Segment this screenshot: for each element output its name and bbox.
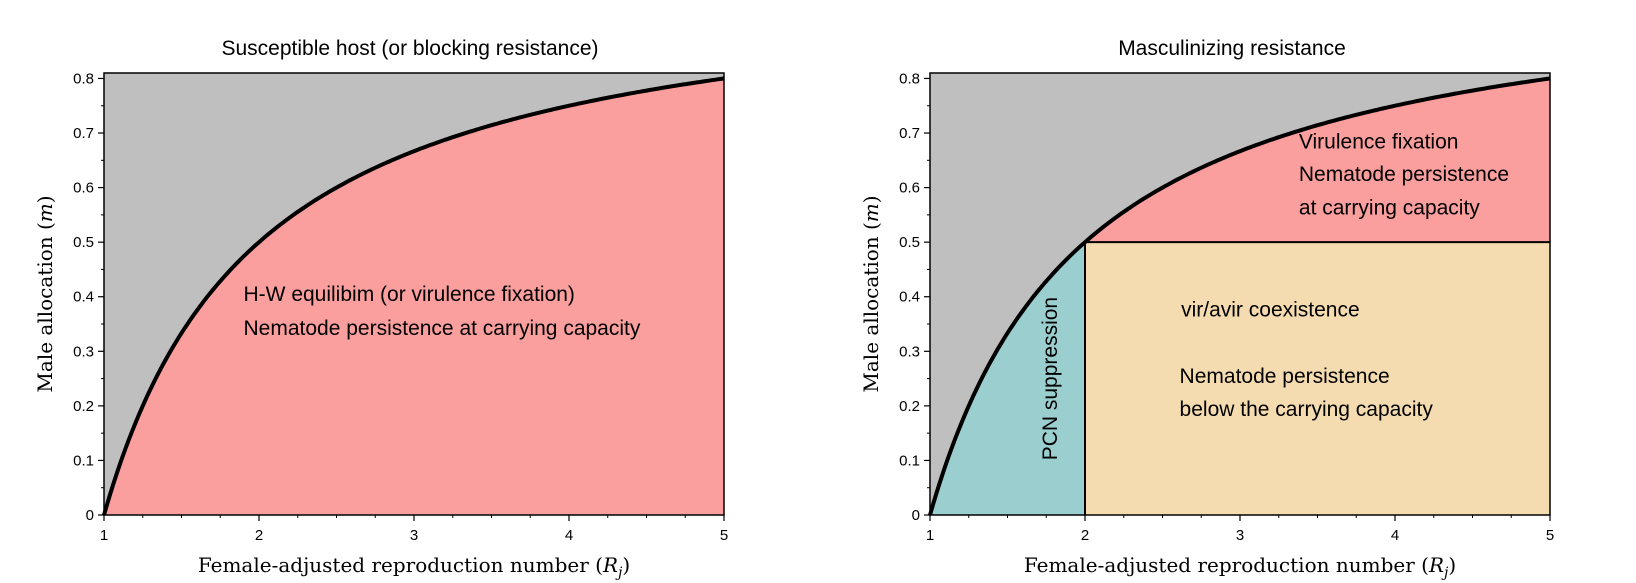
boundary-curve (102, 76, 725, 516)
region-label: below the carrying capacity (1180, 398, 1434, 421)
y-tick-label: 0.5 (73, 234, 94, 251)
x-tick-label: 2 (255, 527, 263, 544)
y-tick-label: 0.6 (899, 180, 920, 197)
y-tick-label: 0 (912, 507, 920, 524)
y-tick-label: 0.7 (73, 125, 94, 142)
y-tick-label: 0.8 (899, 70, 920, 87)
y-tick-label: 0.3 (899, 343, 920, 360)
x-axis-label: Female-adjusted reproduction number (Rj) (1024, 553, 1456, 581)
y-tick-label: 0.1 (73, 452, 94, 469)
region-label: H-W equilibim (or virulence fixation) (244, 283, 575, 306)
x-tick-label: 5 (720, 527, 728, 544)
x-tick-label: 1 (926, 527, 934, 544)
region-pcn-suppression (930, 242, 1085, 515)
y-tick-label: 0 (86, 507, 94, 524)
y-tick-label: 0.5 (899, 234, 920, 251)
region-hw-equilibrium (104, 78, 724, 515)
x-tick-label: 3 (1236, 527, 1244, 544)
region-label: Virulence fixation (1299, 130, 1459, 153)
boundary-curve (928, 76, 1551, 516)
region-label: at carrying capacity (1299, 196, 1480, 219)
annotations: Virulence fixation Nematode persistence at… (1039, 130, 1509, 460)
y-axis: 0 0.1 0.2 0.3 0.4 0.5 0.6 0.7 0.8 (899, 70, 930, 524)
y-tick-label: 0.4 (73, 289, 94, 306)
y-axis: 0 0.1 0.2 0.3 0.4 0.5 0.6 0.7 0.8 (73, 70, 104, 524)
x-axis: 1 2 3 4 5 (100, 515, 728, 544)
y-tick-label: 0.7 (899, 125, 920, 142)
x-axis: 1 2 3 4 5 (926, 515, 1554, 544)
chart-title: Masculinizing resistance (1118, 37, 1346, 60)
y-axis-label: Male allocation (m) (33, 195, 57, 392)
region-virulence-fixation (1085, 78, 1550, 243)
panel-masculinizing: Masculinizing resistance 1 2 3 4 5 0 0.1 0.2 0.… (859, 37, 1554, 581)
y-tick-label: 0.1 (899, 452, 920, 469)
x-tick-label: 2 (1081, 527, 1089, 544)
y-tick-label: 0.2 (899, 398, 920, 415)
region-label: PCN suppression (1039, 297, 1062, 460)
region-label: vir/avir coexistence (1181, 298, 1360, 321)
y-tick-label: 0.6 (73, 180, 94, 197)
x-tick-label: 4 (565, 527, 573, 544)
region-label: Nematode persistence at carrying capacit… (244, 317, 641, 340)
region-label: Nematode persistence (1180, 365, 1390, 388)
y-tick-label: 0.4 (899, 289, 920, 306)
x-tick-label: 5 (1546, 527, 1554, 544)
y-tick-label: 0.2 (73, 398, 94, 415)
y-tick-label: 0.8 (73, 70, 94, 87)
panel-susceptible: Susceptible host (or blocking resistance… (33, 37, 728, 581)
region-above-curve (930, 73, 1550, 515)
x-tick-label: 4 (1391, 527, 1399, 544)
region-above-curve (104, 73, 724, 515)
annotations: H-W equilibim (or virulence fixation) Nem… (244, 283, 641, 340)
x-tick-label: 3 (410, 527, 418, 544)
x-axis-label: Female-adjusted reproduction number (Rj) (198, 553, 630, 581)
chart-title: Susceptible host (or blocking resistance… (221, 37, 598, 60)
x-tick-label: 1 (100, 527, 108, 544)
region-coexistence (1085, 242, 1550, 515)
y-axis-label: Male allocation (m) (859, 195, 883, 392)
region-label: Nematode persistence (1299, 163, 1509, 186)
y-tick-label: 0.3 (73, 343, 94, 360)
